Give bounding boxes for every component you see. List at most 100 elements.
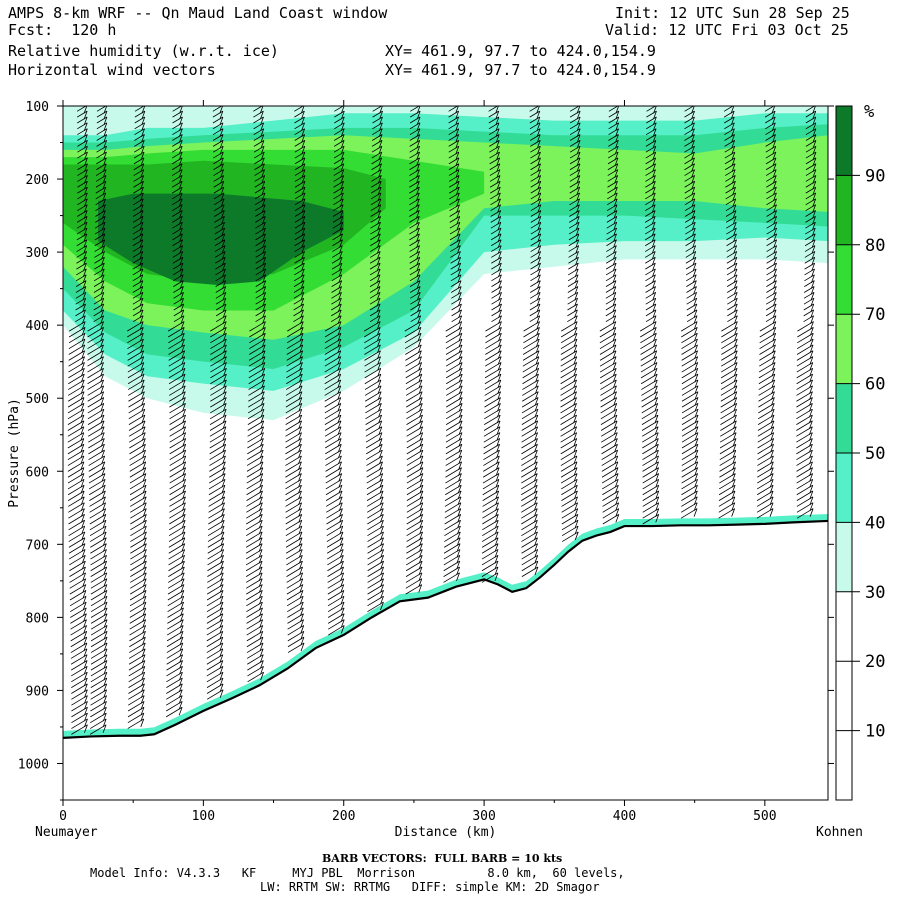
wind-barb-feather bbox=[681, 362, 698, 373]
wind-barb-feather bbox=[642, 443, 659, 455]
wind-barb bbox=[84, 712, 88, 722]
wind-barb-feather bbox=[766, 297, 777, 305]
wind-barb-feather bbox=[247, 671, 264, 683]
wind-barb bbox=[574, 286, 579, 295]
wind-barb-feather bbox=[445, 408, 463, 420]
wind-barb bbox=[83, 106, 88, 114]
wind-barb bbox=[612, 286, 617, 295]
wind-barb-feather bbox=[404, 338, 422, 350]
wind-barb-feather bbox=[293, 274, 305, 282]
wind-barb-feather bbox=[644, 233, 656, 241]
wind-barb bbox=[378, 438, 383, 447]
wind-barb-feather bbox=[605, 274, 617, 282]
wind-barb-feather bbox=[332, 210, 344, 217]
wind-barb bbox=[498, 327, 502, 336]
wind-barb-feather bbox=[766, 280, 777, 287]
wind-barb-feather bbox=[172, 239, 183, 247]
wind-barb bbox=[415, 210, 420, 219]
wind-barb-feather bbox=[409, 198, 420, 206]
wind-barb bbox=[301, 245, 306, 254]
wind-barb-feather bbox=[720, 385, 738, 396]
wind-barb bbox=[457, 286, 462, 295]
wind-barb-feather bbox=[172, 268, 184, 276]
wind-barb bbox=[179, 660, 183, 669]
wind-barb bbox=[457, 496, 462, 506]
wind-barb-feather bbox=[406, 443, 424, 455]
wind-barb bbox=[418, 584, 423, 593]
wind-barb-feather bbox=[71, 689, 88, 700]
wind-barb-feather bbox=[726, 239, 737, 247]
wind-barb bbox=[416, 151, 420, 161]
colorbar-label: 40 bbox=[865, 513, 885, 533]
wind-barb bbox=[219, 128, 224, 137]
wind-barb bbox=[143, 549, 147, 558]
wind-barb-feather bbox=[560, 391, 577, 402]
wind-barb-feather bbox=[561, 490, 578, 501]
wind-barb-feather bbox=[169, 408, 186, 420]
wind-barb bbox=[693, 292, 697, 301]
wind-barb-feather bbox=[87, 367, 104, 379]
wind-barb bbox=[259, 648, 264, 657]
wind-barb-feather bbox=[482, 502, 499, 513]
wind-barb bbox=[140, 368, 145, 377]
wind-barb-feather bbox=[70, 666, 88, 677]
wind-barb-feather bbox=[445, 414, 463, 425]
wind-barb-feather bbox=[255, 274, 266, 282]
wind-barb-feather bbox=[642, 455, 659, 466]
wind-barb-feather bbox=[443, 537, 461, 548]
wind-barb-feather bbox=[569, 110, 581, 118]
wind-barb-feather bbox=[285, 531, 303, 542]
wind-barb bbox=[258, 531, 263, 541]
x-end-label: Kohnen bbox=[816, 825, 863, 840]
wind-barb bbox=[222, 286, 227, 295]
wind-barb bbox=[221, 239, 226, 248]
wind-barb bbox=[809, 490, 814, 500]
wind-barb-feather bbox=[330, 315, 342, 323]
valid-time: Valid: 12 UTC Fri 03 Oct 25 bbox=[605, 21, 849, 39]
wind-barb bbox=[534, 409, 539, 418]
wind-barb-feather bbox=[410, 303, 421, 311]
wind-barb-feather bbox=[641, 385, 658, 396]
wind-barb bbox=[83, 128, 88, 137]
wind-barb-feather bbox=[325, 473, 342, 484]
wind-barb-feather bbox=[246, 508, 263, 519]
wind-barb bbox=[259, 642, 264, 652]
wind-barb-feather bbox=[287, 625, 304, 636]
wind-barb-feather bbox=[560, 397, 577, 408]
wind-barb bbox=[573, 356, 578, 365]
wind-barb-feather bbox=[686, 280, 697, 287]
wind-barb bbox=[82, 590, 87, 599]
wind-barb-feather bbox=[294, 140, 305, 147]
wind-barb-feather bbox=[681, 496, 698, 507]
wind-barb bbox=[733, 292, 738, 301]
wind-barb bbox=[259, 613, 263, 622]
wind-barb-feather bbox=[255, 286, 266, 293]
wind-barb bbox=[81, 356, 85, 365]
wind-barb bbox=[221, 502, 225, 511]
wind-barb-feather bbox=[207, 549, 224, 560]
wind-barb bbox=[733, 350, 738, 359]
wind-barb-feather bbox=[481, 549, 499, 560]
wind-barb-feather bbox=[89, 514, 107, 525]
wind-barb bbox=[181, 561, 185, 570]
wind-barb bbox=[498, 321, 502, 330]
wind-barb-feather bbox=[285, 391, 303, 402]
wind-barb bbox=[809, 379, 813, 389]
wind-barb bbox=[221, 245, 226, 254]
wind-barb bbox=[731, 496, 736, 506]
wind-barb-feather bbox=[172, 221, 183, 229]
wind-barb-feather bbox=[68, 356, 85, 367]
wind-barb-feather bbox=[365, 403, 382, 414]
wind-barb bbox=[494, 572, 499, 581]
wind-barb bbox=[809, 455, 813, 465]
wind-barb bbox=[533, 479, 538, 488]
wind-barb-feather bbox=[567, 297, 578, 305]
wind-barb-feather bbox=[645, 297, 656, 305]
wind-barb-feather bbox=[488, 134, 500, 141]
wind-barb bbox=[379, 455, 383, 465]
wind-barb bbox=[495, 128, 500, 137]
wind-barb-feather bbox=[87, 397, 104, 408]
wind-barb bbox=[458, 414, 463, 424]
wind-barb-feather bbox=[681, 373, 699, 385]
wind-barb-feather bbox=[324, 408, 342, 420]
